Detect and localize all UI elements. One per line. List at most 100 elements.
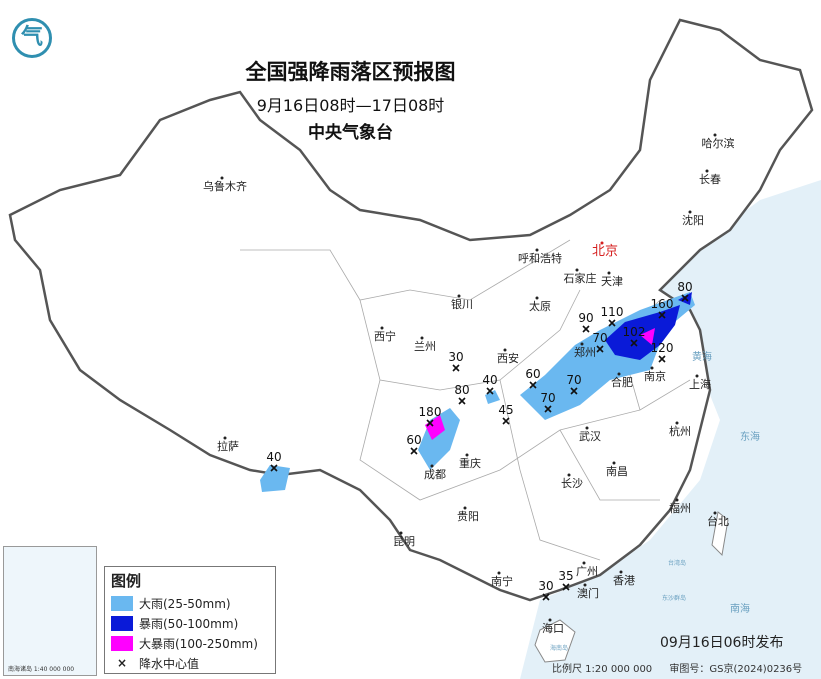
x-mark-icon	[502, 417, 510, 425]
legend: 图例 大雨(25-50mm) 暴雨(50-100mm) 大暴雨(100-250m…	[104, 566, 276, 674]
city-label: 上海	[689, 377, 711, 391]
legend-item-heavy-rain: 大雨(25-50mm)	[111, 593, 275, 613]
rain-area	[260, 465, 290, 492]
x-mark-icon	[570, 387, 578, 395]
city-marker	[619, 570, 623, 574]
city-label: 兰州	[414, 340, 436, 353]
city-label: 台北	[707, 514, 729, 528]
rain-center-value: 80	[677, 280, 692, 294]
city-label: 福州	[669, 501, 691, 515]
rain-center-value: 70	[566, 373, 581, 387]
x-mark-icon	[458, 397, 466, 405]
city-marker	[650, 366, 654, 370]
rain-center-value: 110	[601, 305, 624, 319]
city-label: 武汉	[579, 430, 601, 443]
city-label: 杭州	[669, 424, 691, 438]
city-marker	[600, 241, 604, 245]
city-marker	[580, 342, 584, 346]
rain-center-value: 102	[623, 325, 646, 339]
map-title: 全国强降雨落区预报图	[245, 60, 456, 84]
city-marker	[567, 473, 571, 477]
rain-center-value: 30	[538, 579, 553, 593]
city-marker	[575, 268, 579, 272]
city-marker	[420, 336, 424, 340]
city-marker	[585, 426, 589, 430]
legend-label: 暴雨(50-100mm)	[139, 616, 239, 631]
city-label: 拉萨	[217, 439, 239, 453]
rain-area	[485, 390, 500, 404]
sea-label: 台湾岛	[668, 559, 686, 567]
city-label: 南京	[644, 369, 666, 383]
rain-center-value: 45	[498, 403, 513, 417]
rain-center-value: 60	[406, 433, 421, 447]
city-marker	[607, 271, 611, 275]
legend-swatch	[111, 615, 133, 631]
city-marker	[503, 348, 507, 352]
approval-number: 审图号：GS京(2024)0236号	[669, 664, 803, 675]
city-marker	[430, 464, 434, 468]
rain-center-value: 70	[540, 391, 555, 405]
legend-item-rainstorm: 暴雨(50-100mm)	[111, 613, 275, 633]
x-mark-icon	[486, 387, 494, 395]
rain-center-value: 160	[651, 297, 674, 311]
sea-area	[520, 180, 821, 679]
city-label: 银川	[451, 297, 473, 311]
city-marker	[583, 583, 587, 587]
x-mark-icon	[452, 364, 460, 372]
rain-center-value: 180	[419, 405, 442, 419]
legend-label: 大雨(25-50mm)	[139, 596, 231, 611]
rain-center-value: 40	[482, 373, 497, 387]
sea-label: 海南岛	[550, 644, 568, 652]
city-label: 天津	[601, 275, 623, 288]
legend-item-heavy-rainstorm: 大暴雨(100-250mm)	[111, 633, 275, 653]
legend-swatch	[111, 595, 133, 611]
city-marker	[465, 453, 469, 457]
legend-swatch	[111, 635, 133, 651]
city-marker	[713, 133, 717, 137]
city-marker	[582, 561, 586, 565]
city-marker	[612, 461, 616, 465]
rain-center-value: 30	[448, 350, 463, 364]
city-marker	[220, 176, 224, 180]
city-label: 西宁	[374, 329, 396, 343]
city-marker	[457, 294, 461, 298]
rain-area	[605, 305, 680, 360]
hainan-island	[534, 619, 576, 663]
scale-text: 比例尺 1:20 000 000	[552, 664, 653, 675]
rain-area	[425, 415, 445, 440]
x-mark-icon	[630, 339, 638, 347]
rain-center-value: 35	[558, 569, 573, 583]
city-marker	[688, 210, 692, 214]
city-marker	[535, 248, 539, 252]
city-marker	[675, 421, 679, 425]
city-label: 广州	[576, 565, 598, 578]
south-china-sea-inset: 南海诸岛 1:40 000 000	[3, 546, 97, 676]
sea-label: 南海	[730, 602, 750, 615]
city-marker	[535, 296, 539, 300]
x-mark-icon	[582, 325, 590, 333]
inset-caption: 南海诸岛 1:40 000 000	[8, 666, 75, 673]
map-footer: 比例尺 1:20 000 000 审图号：GS京(2024)0236号	[552, 660, 816, 675]
city-label: 长春	[699, 173, 721, 186]
sea-label: 黄海	[692, 350, 712, 363]
sea-label: 东海	[740, 430, 760, 443]
rain-center-value: 120	[651, 341, 674, 355]
city-label: 哈尔滨	[702, 136, 735, 150]
city-marker	[548, 618, 552, 622]
city-label: 贵阳	[457, 510, 479, 523]
city-label: 合肥	[611, 375, 633, 389]
rain-center-value: 60	[525, 367, 540, 381]
city-label: 南宁	[491, 574, 513, 588]
rain-areas	[260, 292, 695, 492]
city-label: 南昌	[606, 465, 628, 478]
city-label: 北京	[592, 244, 618, 259]
agency-name: 中央气象台	[308, 123, 393, 143]
city-label: 西安	[497, 351, 519, 365]
rain-center-value: 80	[454, 383, 469, 397]
issue-time: 09月16日06时发布	[660, 635, 784, 651]
city-marker	[463, 506, 467, 510]
